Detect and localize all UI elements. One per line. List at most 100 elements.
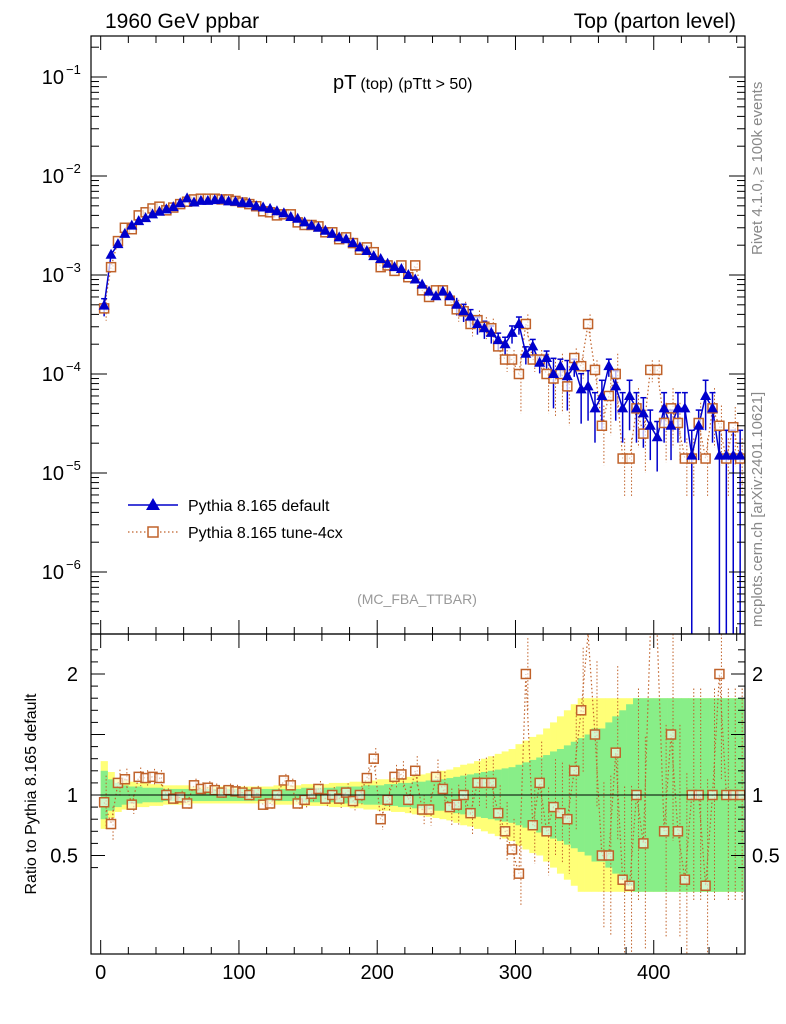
y-tick-exp-1e-6: −6 bbox=[66, 557, 81, 572]
default-point bbox=[216, 193, 228, 204]
default-point bbox=[589, 402, 601, 413]
tune-point bbox=[610, 368, 621, 380]
y-tick-label-1e-6: 10 bbox=[42, 562, 64, 584]
ratio-tune-point bbox=[333, 793, 345, 804]
ratio-tune-point bbox=[98, 797, 110, 808]
default-point bbox=[707, 402, 719, 413]
y-tick-label-1e-5: 10 bbox=[42, 463, 64, 485]
default-point bbox=[278, 207, 290, 218]
default-point bbox=[582, 380, 594, 391]
default-point bbox=[665, 419, 677, 430]
ratio-tune-point bbox=[174, 792, 186, 803]
tune-point bbox=[409, 260, 421, 271]
default-point bbox=[243, 197, 255, 208]
mcplots-label: mcplots.cern.ch [arXiv:2401.10621] bbox=[749, 392, 766, 627]
default-point bbox=[672, 402, 684, 413]
ratio-y-tick-label-right: 2 bbox=[752, 664, 763, 686]
ratio-tune-point bbox=[347, 795, 359, 807]
default-point bbox=[382, 257, 394, 268]
header-right: Top (parton level) bbox=[574, 10, 736, 33]
ratio-tune-point bbox=[340, 787, 352, 798]
ratio-plot-data bbox=[98, 633, 746, 954]
ratio-tune-point bbox=[264, 798, 276, 809]
ratio-tune-point bbox=[430, 771, 442, 783]
ratio-tune-point bbox=[499, 826, 511, 837]
ratio-tune-point bbox=[617, 874, 628, 885]
analysis-label: (MC_FBA_TTBAR) bbox=[357, 591, 477, 607]
ratio-tune-point bbox=[382, 794, 393, 806]
default-point bbox=[354, 241, 366, 252]
ratio-plot: 0 100 200 300 400 0.5 0.5 1 1 2 2 Ratio to Pythia … bbox=[23, 633, 780, 984]
default-point bbox=[658, 402, 670, 413]
default-point bbox=[520, 347, 532, 358]
tune-point bbox=[672, 417, 684, 429]
tune-point bbox=[700, 453, 711, 464]
ratio-tune-point bbox=[119, 774, 131, 785]
ratio-tune-point bbox=[548, 801, 559, 813]
default-point bbox=[340, 233, 352, 244]
y-tick-label-1e-4: 10 bbox=[42, 364, 64, 386]
ratio-tune-point bbox=[437, 783, 449, 795]
ratio-tune-point bbox=[610, 747, 621, 758]
default-point bbox=[368, 250, 380, 261]
main-plot-frame bbox=[90, 35, 746, 635]
tune-point bbox=[638, 428, 649, 439]
ratio-tune-point bbox=[492, 807, 504, 819]
default-point bbox=[713, 449, 725, 460]
default-point bbox=[119, 227, 131, 238]
default-point bbox=[126, 219, 138, 230]
ratio-plot-ticks: 0 100 200 300 400 0.5 0.5 1 1 2 2 bbox=[50, 634, 780, 984]
default-point bbox=[223, 195, 235, 206]
ratio-tune-point bbox=[285, 780, 297, 791]
ratio-tune-point bbox=[403, 794, 414, 806]
x-tick-label: 200 bbox=[361, 962, 394, 984]
default-point bbox=[375, 253, 387, 264]
legend-default-label: Pythia 8.165 default bbox=[188, 498, 330, 515]
header-left: 1960 GeV ppbar bbox=[105, 10, 259, 33]
y-tick-label-1e-1: 10 bbox=[42, 67, 64, 89]
tune-point bbox=[105, 261, 117, 273]
y-tick-label-1e-3: 10 bbox=[42, 265, 64, 287]
default-point bbox=[333, 231, 345, 242]
main-plot: 10 −1 10 −2 10 −3 10 −4 10 −5 10 −6 pT (t… bbox=[42, 35, 746, 635]
default-point bbox=[326, 227, 338, 238]
ratio-tune-point bbox=[396, 769, 407, 780]
default-point bbox=[174, 197, 186, 208]
ratio-tune-point bbox=[603, 850, 615, 861]
tune-series-line bbox=[103, 198, 741, 460]
default-point bbox=[575, 383, 587, 394]
default-point bbox=[548, 368, 560, 378]
ratio-tune-point bbox=[105, 818, 117, 830]
default-point bbox=[651, 431, 663, 442]
default-point bbox=[720, 449, 732, 460]
default-point bbox=[686, 449, 698, 460]
default-point bbox=[554, 360, 566, 371]
ratio-tune-point bbox=[700, 880, 711, 891]
ratio-tune-point bbox=[527, 820, 539, 831]
default-point bbox=[596, 389, 608, 400]
default-point bbox=[395, 262, 407, 273]
default-point bbox=[700, 389, 712, 400]
default-point bbox=[734, 449, 746, 460]
default-point bbox=[617, 402, 629, 413]
ratio-tune-point bbox=[568, 765, 580, 777]
ratio-tune-point bbox=[589, 729, 601, 740]
ratio-tune-point bbox=[562, 813, 573, 825]
ratio-tune-point bbox=[423, 804, 435, 815]
default-point bbox=[603, 360, 615, 371]
plot-title-cond: (pTtt > 50) bbox=[398, 76, 472, 93]
ratio-tune-point bbox=[361, 772, 373, 784]
ratio-tune-point bbox=[313, 783, 324, 795]
default-point bbox=[423, 285, 435, 296]
default-point bbox=[236, 196, 248, 207]
default-point bbox=[388, 261, 400, 272]
ratio-tune-point bbox=[638, 838, 649, 849]
ratio-tune-point bbox=[375, 813, 386, 825]
default-point bbox=[319, 224, 331, 235]
default-point bbox=[465, 310, 477, 321]
default-point bbox=[312, 221, 324, 232]
main-plot-data bbox=[98, 192, 746, 634]
ratio-tune-point bbox=[368, 753, 380, 764]
default-point bbox=[458, 305, 470, 316]
default-point bbox=[112, 238, 124, 249]
